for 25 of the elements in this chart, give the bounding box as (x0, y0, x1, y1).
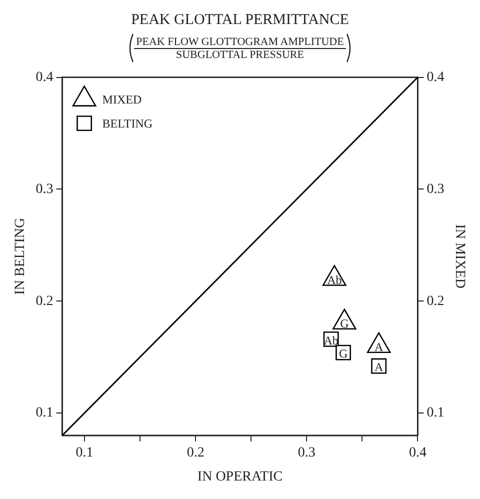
y2-tick-label: 0.1 (426, 406, 444, 421)
x-tick-label: 0.3 (298, 445, 316, 460)
annotation: A (374, 340, 384, 354)
annotation: Ab (327, 272, 342, 287)
x-tick-label: 0.2 (186, 445, 204, 460)
annotation: G (338, 346, 348, 361)
annotation: G (340, 316, 350, 331)
y-axis-title: IN BELTING (13, 218, 28, 295)
legend-label: BELTING (102, 116, 153, 130)
x-tick-label: 0.1 (76, 445, 94, 460)
text: SUBGLOTTAL PRESSURE (176, 48, 304, 60)
chart-title: PEAK GLOTTAL PERMITTANCE (130, 12, 350, 29)
y2-tick-label: 0.4 (426, 70, 444, 85)
x-tick-label: 0.4 (408, 445, 426, 460)
y-tick-label: 0.3 (36, 182, 54, 197)
x-axis-title: IN OPERATIC (197, 469, 283, 484)
y-tick-label: 0.4 (36, 70, 54, 85)
annotation: A (374, 360, 384, 374)
y-tick-label: 0.1 (36, 406, 54, 421)
y2-tick-label: 0.3 (426, 182, 444, 197)
y2-tick-label: 0.2 (426, 294, 444, 309)
y2-axis-title: IN MIXED (452, 224, 467, 288)
legend-label: MIXED (102, 92, 142, 106)
y-tick-label: 0.2 (36, 294, 54, 309)
chart-subtitle: PEAK FLOW GLOTTOGRAM AMPLITUDE (134, 36, 346, 48)
